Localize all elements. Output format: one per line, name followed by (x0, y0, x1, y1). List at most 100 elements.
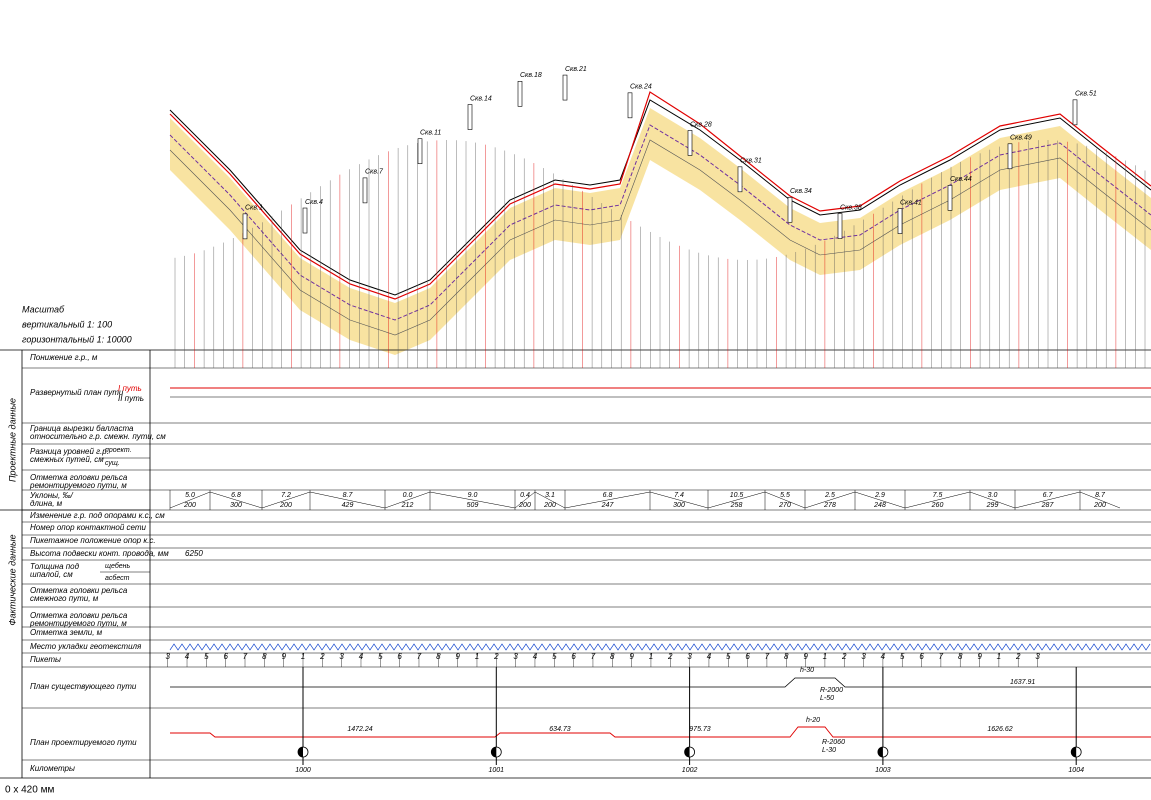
borehole-label: Скв.18 (520, 72, 542, 79)
slope-line (384, 491, 431, 509)
borehole-label: Скв.4 (305, 199, 323, 206)
slope-line (429, 491, 516, 509)
picket: 9 (281, 652, 286, 661)
curve-label: R-2060 (822, 739, 845, 746)
borehole (1007, 143, 1013, 170)
curve-label: L-50 (820, 695, 834, 702)
slope-line (969, 491, 1016, 509)
row-label: Отметка головки рельса (30, 611, 128, 620)
slope-line (1079, 491, 1121, 509)
slope-line (1014, 491, 1081, 509)
borehole-label: Скв.31 (740, 158, 762, 165)
km-marker-fill (491, 747, 497, 757)
borehole (302, 207, 308, 234)
row-label: Граница вырезки балласта (30, 424, 134, 433)
slope-grade: 7.4 (674, 492, 684, 499)
slope-line (707, 491, 766, 509)
row-label: ремонтируемого пути, м (29, 481, 127, 490)
slope-length: 200 (518, 502, 531, 509)
picket: 9 (977, 652, 982, 661)
slope-length: 300 (230, 502, 242, 509)
picket: 3 (165, 652, 170, 661)
suspension-height: 6250 (185, 549, 203, 558)
side-group: Фактические данные (7, 534, 17, 625)
picket: 8 (958, 652, 963, 661)
slope-line (209, 491, 263, 509)
km-label: 1000 (295, 767, 311, 774)
borehole (517, 81, 523, 107)
slope-length: 429 (342, 502, 354, 509)
borehole-label: Скв.44 (950, 176, 972, 183)
sub-label: щебень (105, 562, 131, 570)
km-marker-fill (877, 747, 883, 757)
borehole (627, 92, 633, 119)
row-label: смежных путей, см (30, 455, 104, 464)
borehole (1072, 99, 1078, 126)
row-label: Понижение г.р., м (30, 353, 98, 362)
km-marker-fill (684, 747, 690, 757)
row-label: длина, м (30, 499, 63, 508)
borehole (687, 130, 693, 156)
slope-grade: 9.0 (468, 492, 478, 499)
row-label: шпалой, см (30, 570, 73, 579)
borehole-label: Скв.41 (900, 199, 922, 206)
picket: 2 (841, 652, 847, 661)
slope-grade: 0.4 (520, 492, 530, 499)
row-label: Высота подвески конт. провода, мм (30, 549, 169, 558)
slope-grade: 7.2 (281, 492, 291, 499)
borehole (837, 213, 843, 239)
slope-length: 260 (931, 502, 944, 509)
km-label: 1001 (489, 767, 505, 774)
borehole-label: Скв.34 (790, 188, 812, 195)
km-label: 1003 (875, 767, 891, 774)
borehole (242, 213, 248, 240)
picket: 3 (513, 652, 518, 661)
slope-grade: 3.0 (988, 492, 998, 499)
picket: 4 (881, 652, 886, 661)
picket: 6 (745, 652, 750, 661)
picket: 2 (319, 652, 325, 661)
picket: 3 (861, 652, 866, 661)
slope-line (169, 491, 211, 509)
picket: 5 (900, 652, 905, 661)
slope-length: 278 (823, 502, 836, 509)
slope-grade: 8.7 (1095, 492, 1106, 499)
slope-grade: 3.1 (545, 492, 555, 499)
borehole-label: Скв.24 (630, 84, 652, 91)
borehole (737, 166, 743, 193)
picket: 6 (919, 652, 924, 661)
row-label: Разница уровней г.р. (30, 447, 109, 456)
slope-grade: 5.0 (185, 492, 195, 499)
slope-length: 270 (778, 502, 791, 509)
row-label: Уклоны, ‰/ (29, 491, 73, 500)
picket: 6 (223, 652, 228, 661)
borehole-label: Скв.28 (690, 121, 712, 128)
slope-line (649, 491, 709, 509)
scale-vertical: вертикальный 1: 100 (22, 319, 112, 329)
picket: 4 (359, 652, 364, 661)
slope-line (534, 491, 566, 509)
slope-grade: 2.5 (824, 492, 835, 499)
slope-line (764, 491, 806, 509)
borehole-label: Скв.7 (365, 169, 384, 176)
curve-label: h-30 (800, 667, 814, 674)
borehole-label: Скв.14 (470, 95, 492, 102)
picket: 5 (204, 652, 209, 661)
picket: 9 (455, 652, 460, 661)
borehole-label: Скв.51 (1075, 91, 1097, 98)
row-label: Развернутый план пути (30, 388, 124, 397)
straight-label: 1637.91 (1010, 679, 1035, 686)
design-line (169, 91, 1151, 300)
slope-length: 212 (401, 502, 414, 509)
track-legend: II путь (118, 394, 144, 403)
picket: 6 (571, 652, 576, 661)
row-label: Изменение г.р. под опорами к.с., см (30, 511, 165, 520)
borehole-label: Скв.38 (840, 204, 862, 211)
km-label: 1002 (682, 767, 698, 774)
slope-grade: 6.7 (1043, 492, 1054, 499)
sub-label: асбест (105, 574, 130, 582)
slope-length: 200 (1093, 502, 1106, 509)
picket: 7 (243, 652, 248, 661)
